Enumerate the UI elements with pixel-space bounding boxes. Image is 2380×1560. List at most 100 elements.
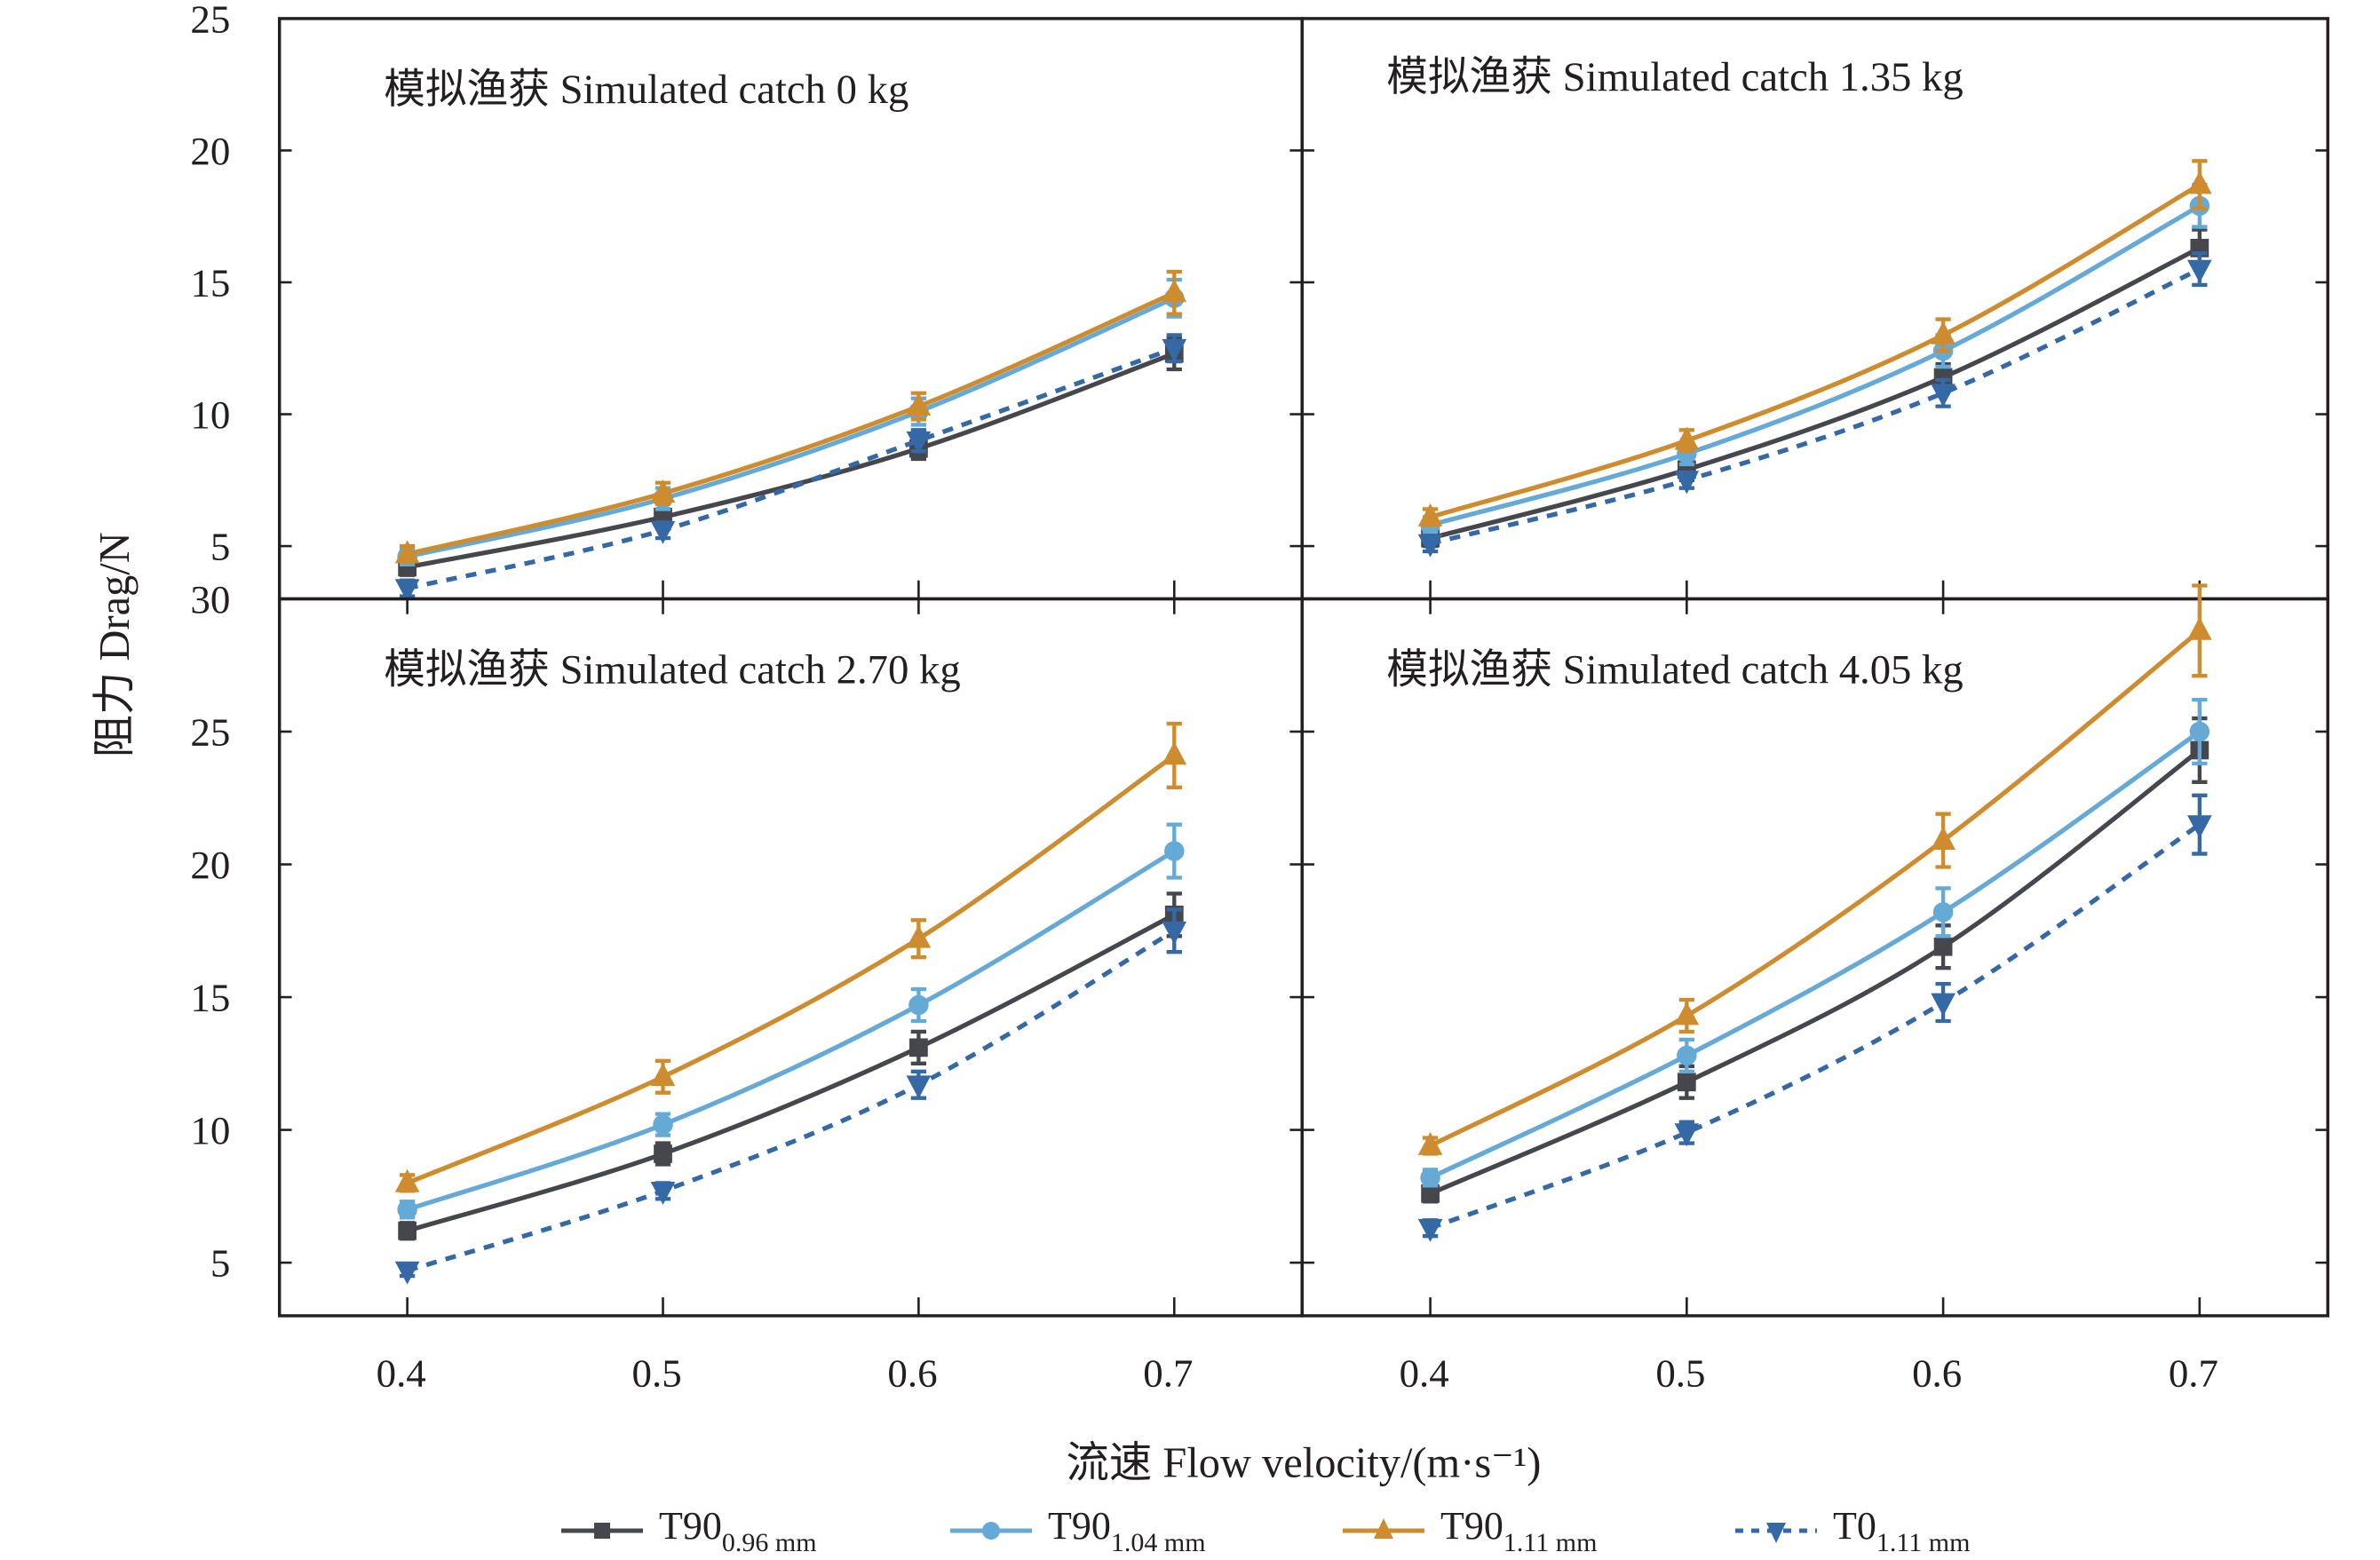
data-point-triangle-up — [1162, 279, 1187, 303]
legend-label: T01.11 mm — [1833, 1504, 1971, 1557]
legend-marker-triangle-down — [1735, 1523, 1817, 1543]
data-point-triangle-up — [906, 924, 932, 948]
data-point-triangle-down — [650, 520, 676, 544]
data-point-square — [398, 1221, 416, 1240]
data-point-triangle-up — [650, 479, 676, 503]
legend-marker-circle — [950, 1522, 1032, 1540]
data-point-square — [1933, 937, 1953, 956]
y-tick-label: 20 — [190, 129, 230, 173]
series-line-2 — [406, 753, 1176, 1185]
data-point-triangle-down — [650, 1182, 676, 1205]
data-point-triangle-down — [1931, 993, 1956, 1017]
data-point-triangle-up — [2187, 170, 2212, 194]
series-line-1 — [1429, 203, 2202, 527]
y-tick-label: 5 — [210, 1241, 230, 1286]
data-point-triangle-down — [1162, 921, 1187, 945]
x-tick-label: 0.7 — [2169, 1350, 2218, 1395]
data-point-triangle-down — [906, 1075, 932, 1099]
x-tick-label: 0.5 — [1655, 1350, 1705, 1395]
legend-item-t90-104: T901.04 mm — [947, 1503, 1206, 1558]
data-point-triangle-down — [394, 579, 420, 603]
panel-title: 模拟渔获 Simulated catch 2.70 kg — [384, 647, 960, 693]
data-point-circle — [1932, 902, 1954, 923]
data-point-circle — [1420, 1168, 1440, 1188]
legend-item-t0-111: T01.11 mm — [1732, 1503, 1970, 1558]
x-tick-label: 0.4 — [1400, 1350, 1449, 1395]
panel-3: 0.4 0.5 0.6 0.7 模拟渔获 Simulated catch 4.05 kg — [1300, 583, 2329, 1395]
data-point-circle — [397, 1200, 417, 1220]
legend-item-t90-096: T900.96 mm — [558, 1503, 817, 1558]
data-point-circle — [908, 994, 929, 1016]
panel-1: 模拟渔获 Simulated catch 1.35 kg — [1300, 17, 2329, 601]
x-tick-label: 0.4 — [377, 1350, 426, 1395]
legend-marker-triangle-up — [1343, 1518, 1424, 1539]
data-point-square — [1421, 1184, 1440, 1203]
legend-label: T901.11 mm — [1440, 1504, 1598, 1557]
data-point-triangle-down — [1162, 338, 1187, 362]
series-line-1 — [1429, 729, 2202, 1180]
data-point-triangle-up — [1674, 1002, 1700, 1025]
series-line-2 — [407, 290, 1176, 557]
data-point-triangle-down — [2187, 815, 2212, 839]
data-point-triangle-down — [1417, 1218, 1443, 1242]
y-tick-label: 25 — [190, 0, 230, 41]
data-point-triangle-up — [1162, 741, 1187, 765]
data-point-square — [654, 1144, 672, 1163]
data-point-triangle-down — [1674, 1123, 1700, 1147]
data-point-square — [1933, 368, 1953, 387]
y-axis-title: 阻力 Drag/N — [91, 532, 139, 757]
data-point-triangle-down — [906, 431, 932, 455]
series-line-2 — [1429, 182, 2202, 519]
data-point-triangle-up — [1417, 1131, 1443, 1155]
series-line-3 — [406, 929, 1176, 1273]
y-tick-label: 20 — [190, 843, 230, 887]
panel-title: 模拟渔获 Simulated catch 0 kg — [384, 67, 908, 113]
y-tick-label: 10 — [190, 1108, 230, 1152]
x-tick-label: 0.6 — [1912, 1350, 1962, 1395]
y-tick-label: 15 — [190, 976, 230, 1020]
panel-title: 模拟渔获 Simulated catch 4.05 kg — [1386, 647, 1963, 693]
legend-marker-square — [561, 1523, 643, 1539]
data-point-triangle-up — [394, 1168, 420, 1192]
y-tick-label: 25 — [190, 710, 230, 755]
data-point-triangle-up — [650, 1063, 676, 1087]
legend-item-t90-111: T901.11 mm — [1339, 1503, 1597, 1558]
data-point-circle — [653, 1114, 673, 1135]
series-line-3 — [407, 345, 1176, 591]
y-tick-label: 10 — [190, 392, 230, 437]
x-tick-label: 0.6 — [887, 1350, 937, 1395]
panel-2: 5 10 15 20 25 30 0.4 0.5 0.6 0.7 模拟渔获 Simulated ca… — [190, 577, 1304, 1395]
data-point-triangle-down — [1931, 384, 1956, 408]
data-point-triangle-up — [2187, 616, 2212, 640]
y-tick-label: 15 — [190, 261, 230, 305]
legend: T900.96 mm T901.04 mm T901.11 mm T01.11 … — [0, 1503, 2380, 1558]
panel-frame — [277, 597, 1304, 1318]
x-tick-label: 0.7 — [1143, 1350, 1193, 1395]
data-point-circle — [1677, 1045, 1697, 1066]
panel-0: 5 10 15 20 25 模拟渔获 Simulated catch 0 kg — [190, 0, 1304, 603]
y-tick-label: 5 — [210, 525, 230, 569]
series-line-1 — [407, 296, 1176, 559]
data-point-triangle-up — [906, 392, 932, 416]
data-point-triangle-up — [1417, 503, 1443, 527]
data-point-triangle-down — [394, 1261, 420, 1285]
legend-label: T901.04 mm — [1048, 1504, 1206, 1557]
x-axis-title: 流速 Flow velocity/(m·s⁻¹) — [1067, 1439, 1542, 1486]
x-tick-label: 0.5 — [632, 1350, 682, 1395]
y-tick-label: 30 — [190, 577, 230, 622]
data-point-circle — [2189, 721, 2210, 742]
data-point-square — [909, 1038, 928, 1057]
panel-title: 模拟渔获 Simulated catch 1.35 kg — [1386, 54, 1963, 100]
data-point-triangle-up — [394, 540, 420, 564]
data-point-triangle-down — [1417, 534, 1443, 558]
data-point-triangle-down — [2187, 259, 2212, 283]
legend-label: T900.96 mm — [659, 1504, 817, 1557]
data-point-square — [1677, 1073, 1696, 1092]
data-point-triangle-up — [1931, 827, 1956, 850]
series-line-0 — [406, 913, 1176, 1233]
series-line-0 — [1429, 246, 2202, 541]
data-point-circle — [1164, 841, 1185, 861]
panel-frame — [1300, 597, 2329, 1318]
series-line-1 — [406, 849, 1176, 1212]
